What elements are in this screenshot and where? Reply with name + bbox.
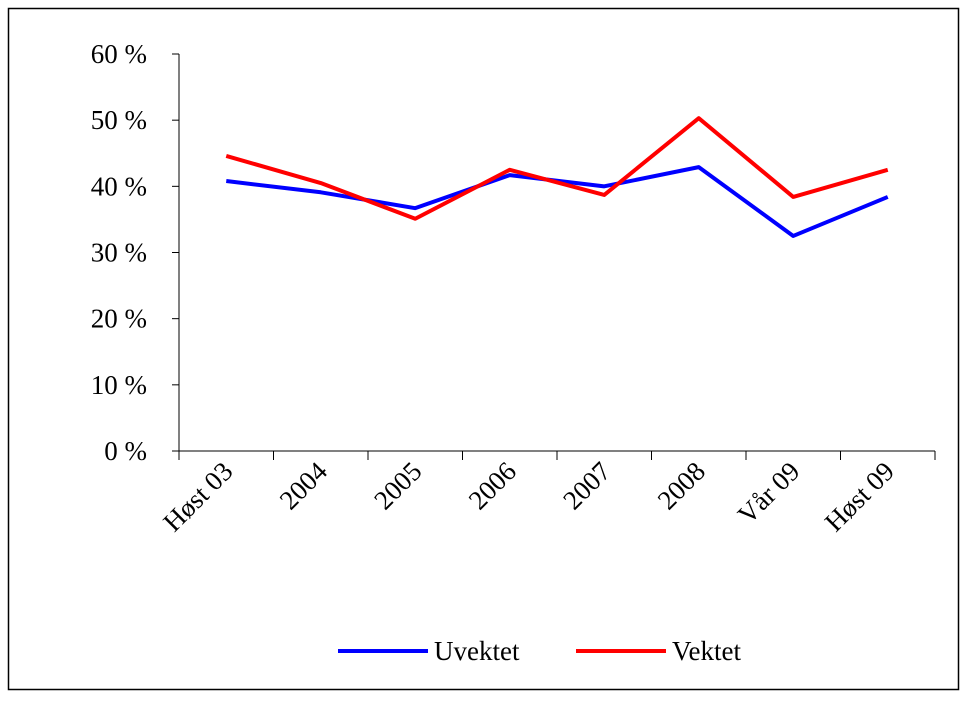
y-tick-label: 20 % — [91, 304, 147, 334]
y-tick-label: 40 % — [91, 171, 147, 201]
y-tick-label: 0 % — [104, 436, 147, 466]
y-tick-label: 60 % — [91, 39, 147, 69]
chart-border — [7, 7, 960, 691]
line-series — [225, 116, 889, 221]
y-tick-label: 10 % — [91, 370, 147, 400]
legend-label: Uvektet — [434, 636, 520, 666]
y-tick-label: 30 % — [91, 238, 147, 268]
y-tick-label: 50 % — [91, 105, 147, 135]
legend-label: Vektet — [672, 636, 741, 666]
